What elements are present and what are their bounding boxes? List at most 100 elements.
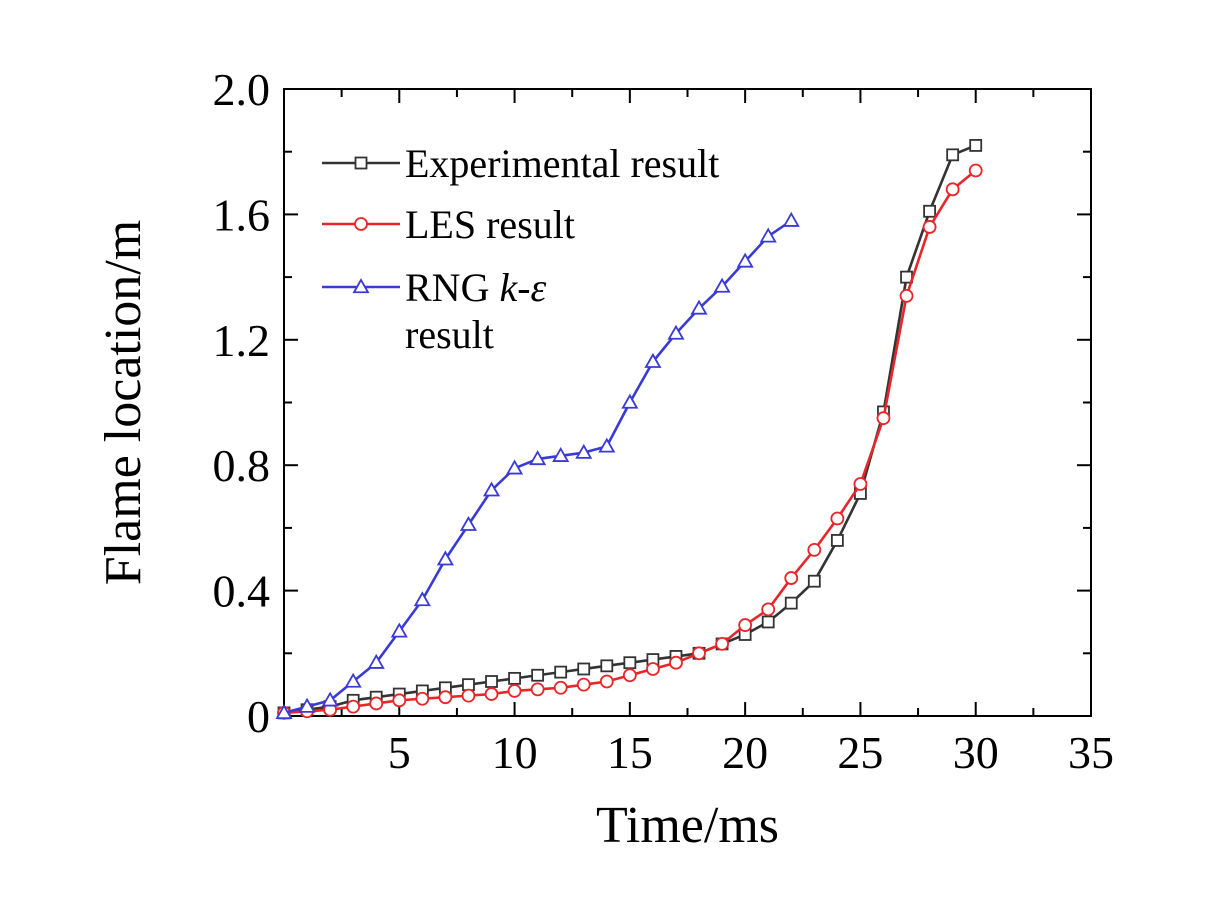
data-point-circle [830, 511, 845, 526]
data-point-circle [922, 220, 937, 234]
legend-label-rng-prefix: RNG [405, 265, 499, 310]
data-point-triangle [506, 459, 524, 475]
data-point-square [807, 574, 821, 588]
data-point-circle [346, 699, 361, 714]
data-point-square [623, 656, 637, 670]
legend-label-rng-dash: - [517, 265, 530, 310]
data-point-circle [646, 662, 660, 676]
data-point-circle [945, 182, 960, 197]
data-point-triangle [598, 437, 616, 453]
x-tick-label: 25 [837, 727, 883, 778]
data-point-circle [669, 655, 683, 670]
y-tick-label: 0.8 [213, 440, 271, 491]
data-point-triangle [413, 591, 431, 607]
data-point-triangle [275, 704, 293, 720]
data-point-triangle [367, 653, 385, 669]
x-tick-label: 15 [607, 727, 653, 778]
y-tick-label: 0 [247, 691, 270, 742]
x-tick-label: 10 [492, 727, 538, 778]
data-point-circle [876, 411, 891, 426]
x-tick-label: 20 [722, 727, 768, 778]
data-point-triangle [529, 450, 547, 466]
data-point-triangle [690, 299, 708, 315]
data-point-square [923, 204, 936, 218]
data-point-circle [807, 542, 822, 557]
data-point-triangle [552, 446, 570, 462]
legend-label-rng: RNG k-ε [405, 265, 547, 310]
data-point-square [784, 596, 798, 610]
data-point-circle [692, 646, 706, 661]
data-point-square [830, 534, 844, 547]
data-point-circle [415, 691, 430, 706]
y-tick-label: 0.4 [213, 566, 271, 617]
data-point-circle [392, 693, 407, 708]
legend-label-rng-k: k [499, 265, 518, 310]
x-tick-label: 35 [1068, 727, 1114, 778]
data-point-circle [853, 477, 868, 491]
series-line-0 [283, 144, 977, 715]
data-point-triangle [298, 697, 316, 713]
data-point-square [969, 139, 983, 152]
data-point-circle [599, 674, 614, 689]
legend-entry-les: LES result [322, 202, 575, 247]
legend-marker-triangle [352, 278, 370, 294]
y-axis-title: Flame location/m [95, 220, 152, 585]
data-point-triangle [621, 393, 639, 409]
x-axis-title: Time/ms [596, 797, 779, 854]
data-point-circle [622, 668, 637, 683]
data-point-triangle [482, 481, 501, 497]
data-point-triangle [390, 622, 408, 638]
legend-label-rng-eps: ε [531, 265, 547, 310]
data-point-circle [461, 688, 476, 703]
legend-marker-circle [354, 217, 368, 231]
data-point-circle [784, 571, 799, 585]
data-point-square [554, 665, 568, 679]
data-point-circle [576, 677, 591, 692]
legend-marker-square [354, 156, 368, 170]
y-tick-label: 1.6 [213, 189, 271, 240]
series-line-1 [283, 169, 977, 715]
series-1 [277, 163, 983, 720]
data-point-triangle [667, 324, 685, 340]
data-point-circle [738, 618, 753, 632]
data-point-circle [553, 680, 568, 695]
data-point-circle [507, 684, 522, 698]
data-point-circle [899, 289, 914, 303]
legend-label-les: LES result [405, 202, 575, 247]
axis-ticks: 5 10 15 20 25 30 35 0 0.4 0.8 1.2 1.6 2.0 [213, 64, 1115, 778]
data-point-triangle [759, 227, 777, 243]
data-point-circle [761, 602, 776, 617]
data-point-triangle [782, 211, 800, 227]
series-0 [277, 139, 983, 720]
legend-label-experimental: Experimental result [405, 141, 719, 186]
data-point-triangle [644, 352, 662, 368]
legend-entry-experimental: Experimental result [322, 141, 719, 186]
data-point-square [946, 148, 960, 162]
data-point-triangle [436, 550, 454, 566]
y-tick-label: 2.0 [213, 64, 271, 115]
legend: Experimental result LES result RNG k-ε r… [322, 141, 719, 357]
data-point-circle [968, 163, 983, 178]
data-point-circle [438, 690, 453, 705]
legend-label-rng-line2: result [405, 312, 494, 357]
data-point-square [577, 662, 591, 676]
data-point-triangle [736, 252, 754, 268]
data-point-square [600, 659, 614, 673]
data-point-square [761, 615, 775, 629]
data-point-square [508, 671, 521, 685]
data-point-circle [715, 636, 729, 651]
data-point-circle [484, 687, 499, 701]
data-point-square [531, 668, 545, 682]
data-point-circle [369, 696, 384, 711]
series-layer [275, 139, 983, 720]
legend-entry-rng: RNG k-ε result [322, 265, 547, 357]
series-2 [275, 211, 800, 720]
data-point-triangle [344, 672, 362, 688]
data-point-triangle [575, 443, 593, 459]
data-point-triangle [459, 515, 478, 531]
data-point-triangle [321, 691, 339, 707]
x-tick-label: 5 [388, 727, 411, 778]
x-tick-label: 30 [953, 727, 999, 778]
data-point-triangle [713, 277, 731, 293]
